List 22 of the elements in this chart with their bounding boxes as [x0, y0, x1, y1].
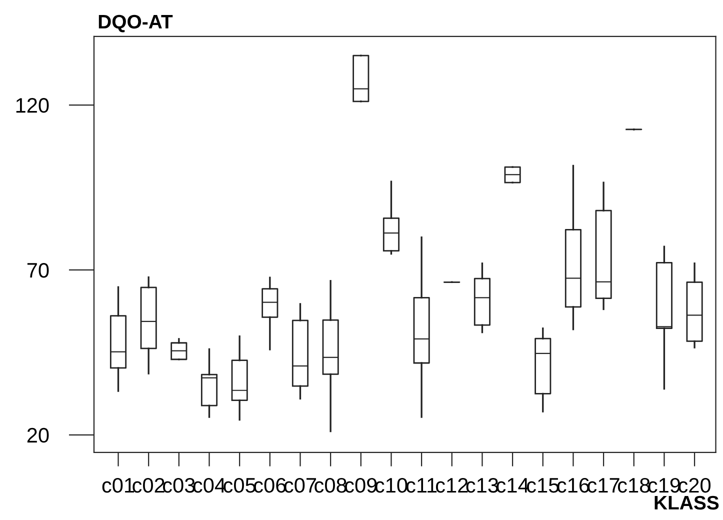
x-tick-label: c11 [406, 478, 437, 493]
chart-title: DQO-AT [98, 14, 173, 32]
x-tick-label: c15 [526, 478, 559, 493]
x-tick-label: c08 [314, 478, 346, 493]
x-tick-label: c13 [466, 478, 498, 493]
x-tick-label: c12 [436, 478, 468, 493]
x-axis-title: KLASS [654, 496, 719, 510]
x-tick-label: c03 [163, 478, 195, 493]
x-tick-label: c04 [193, 478, 226, 493]
x-tick-label: c17 [588, 478, 620, 493]
x-tick-label: c14 [496, 478, 529, 493]
y-tick-label: 20 [27, 428, 49, 443]
x-tick-label: c01 [102, 478, 134, 493]
x-tick-label: c02 [132, 478, 164, 493]
x-tick-label: c07 [284, 478, 316, 493]
x-tick-label: c05 [224, 478, 256, 493]
x-tick-label: c18 [618, 478, 650, 493]
x-tick-label: c09 [344, 478, 377, 493]
x-tick-label: c10 [375, 478, 408, 493]
y-tick-label: 120 [16, 98, 49, 113]
x-tick-label: c20 [678, 478, 711, 493]
y-tick-label: 70 [27, 262, 49, 278]
